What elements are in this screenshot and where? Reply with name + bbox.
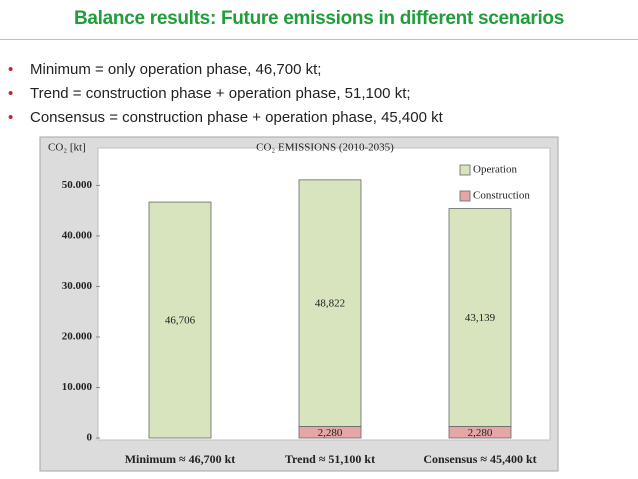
slide-title: Balance results: Future emissions in dif… bbox=[73, 8, 565, 29]
bar-segment bbox=[148, 201, 212, 439]
x-tick-label: Trend ≈ 51,100 kt bbox=[285, 452, 375, 466]
bullet-text: Trend = construction phase + operation p… bbox=[30, 85, 411, 102]
y-tick-label: 40.000 bbox=[62, 229, 93, 241]
bullet-text: Consensus = construction phase + operati… bbox=[30, 109, 443, 126]
bullet-item: • Minimum = only operation phase, 46,700 … bbox=[8, 61, 322, 78]
y-tick-label: 20.000 bbox=[62, 330, 93, 342]
y-axis-label: CO₂ [kt] bbox=[48, 142, 86, 154]
bullet-text: Minimum = only operation phase, 46,700 k… bbox=[30, 61, 322, 78]
legend-swatch bbox=[459, 190, 471, 202]
value-label: 43,139 bbox=[465, 312, 496, 324]
legend-label: Operation bbox=[473, 164, 517, 176]
legend-swatch bbox=[459, 164, 471, 176]
value-label: 46,706 bbox=[165, 315, 196, 327]
divider bbox=[0, 39, 638, 40]
y-tick-label: 0 bbox=[87, 432, 93, 444]
x-tick-label: Consensus ≈ 45,400 kt bbox=[423, 452, 536, 466]
y-tick-label: 10.000 bbox=[62, 381, 93, 393]
y-tick-label: 50.000 bbox=[62, 179, 93, 191]
bar-segment bbox=[298, 179, 362, 427]
value-label: 2,280 bbox=[318, 427, 343, 439]
chart-title: CO₂ EMISSIONS (2010-2035) bbox=[256, 142, 394, 154]
x-tick-label: Minimum ≈ 46,700 kt bbox=[125, 452, 236, 466]
bullet-item: • Consensus = construction phase + operat… bbox=[8, 109, 443, 126]
y-tick-label: 30.000 bbox=[62, 280, 93, 292]
bullet-item: • Trend = construction phase + operation … bbox=[8, 85, 411, 102]
bullet-list: • Minimum = only operation phase, 46,700 … bbox=[8, 58, 443, 130]
value-label: 48,822 bbox=[315, 298, 345, 310]
legend-label: Construction bbox=[473, 190, 530, 202]
bar-segment bbox=[448, 208, 512, 427]
value-label: 2,280 bbox=[468, 427, 493, 439]
